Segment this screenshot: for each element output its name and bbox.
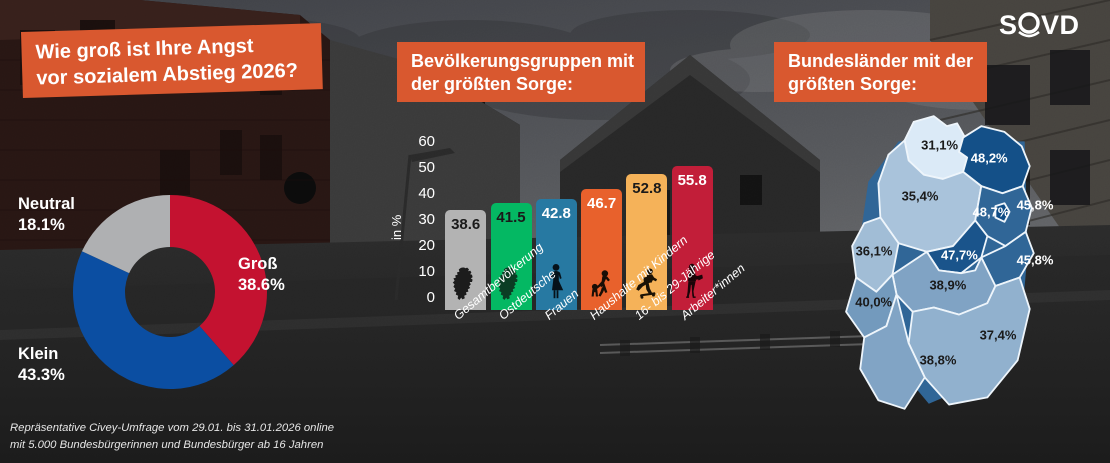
svg-text:S: S	[999, 10, 1018, 40]
svg-text:VD: VD	[1041, 10, 1080, 40]
